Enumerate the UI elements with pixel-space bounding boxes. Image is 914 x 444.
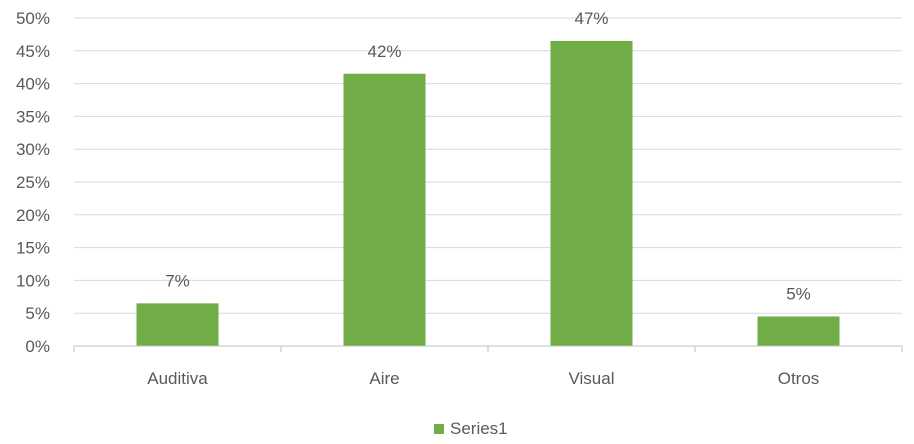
x-axis bbox=[73, 345, 903, 352]
y-tick-label: 0% bbox=[25, 337, 50, 356]
data-label: 47% bbox=[574, 9, 608, 28]
gridlines bbox=[74, 17, 902, 314]
legend-label: Series1 bbox=[450, 419, 508, 438]
y-tick-label: 20% bbox=[16, 206, 50, 225]
data-labels: 7% 42% 47% 5% bbox=[165, 9, 811, 304]
data-label: 7% bbox=[165, 271, 190, 290]
y-tick-label: 30% bbox=[16, 140, 50, 159]
y-tick-label: 50% bbox=[16, 9, 50, 28]
y-tick-label: 35% bbox=[16, 107, 50, 126]
x-category-label: Auditiva bbox=[147, 369, 208, 388]
bar-aire bbox=[343, 73, 426, 346]
bar-otros bbox=[757, 316, 840, 346]
x-axis-category-labels: Auditiva Aire Visual Otros bbox=[147, 369, 819, 388]
bar-auditiva bbox=[136, 303, 219, 346]
bars bbox=[136, 40, 840, 347]
y-tick-label: 10% bbox=[16, 271, 50, 290]
bar-visual bbox=[550, 40, 633, 347]
y-tick-label: 45% bbox=[16, 42, 50, 61]
data-label: 42% bbox=[367, 42, 401, 61]
x-category-label: Aire bbox=[369, 369, 399, 388]
y-tick-label: 5% bbox=[25, 304, 50, 323]
data-label: 5% bbox=[786, 284, 811, 303]
legend: Series1 bbox=[434, 419, 508, 438]
y-tick-label: 15% bbox=[16, 239, 50, 258]
x-category-label: Visual bbox=[569, 369, 615, 388]
y-axis-tick-labels: 0% 5% 10% 15% 20% 25% 30% 35% 40% 45% 50% bbox=[16, 9, 50, 356]
x-category-label: Otros bbox=[778, 369, 820, 388]
y-tick-label: 25% bbox=[16, 173, 50, 192]
y-tick-label: 40% bbox=[16, 75, 50, 94]
legend-swatch bbox=[434, 424, 444, 434]
